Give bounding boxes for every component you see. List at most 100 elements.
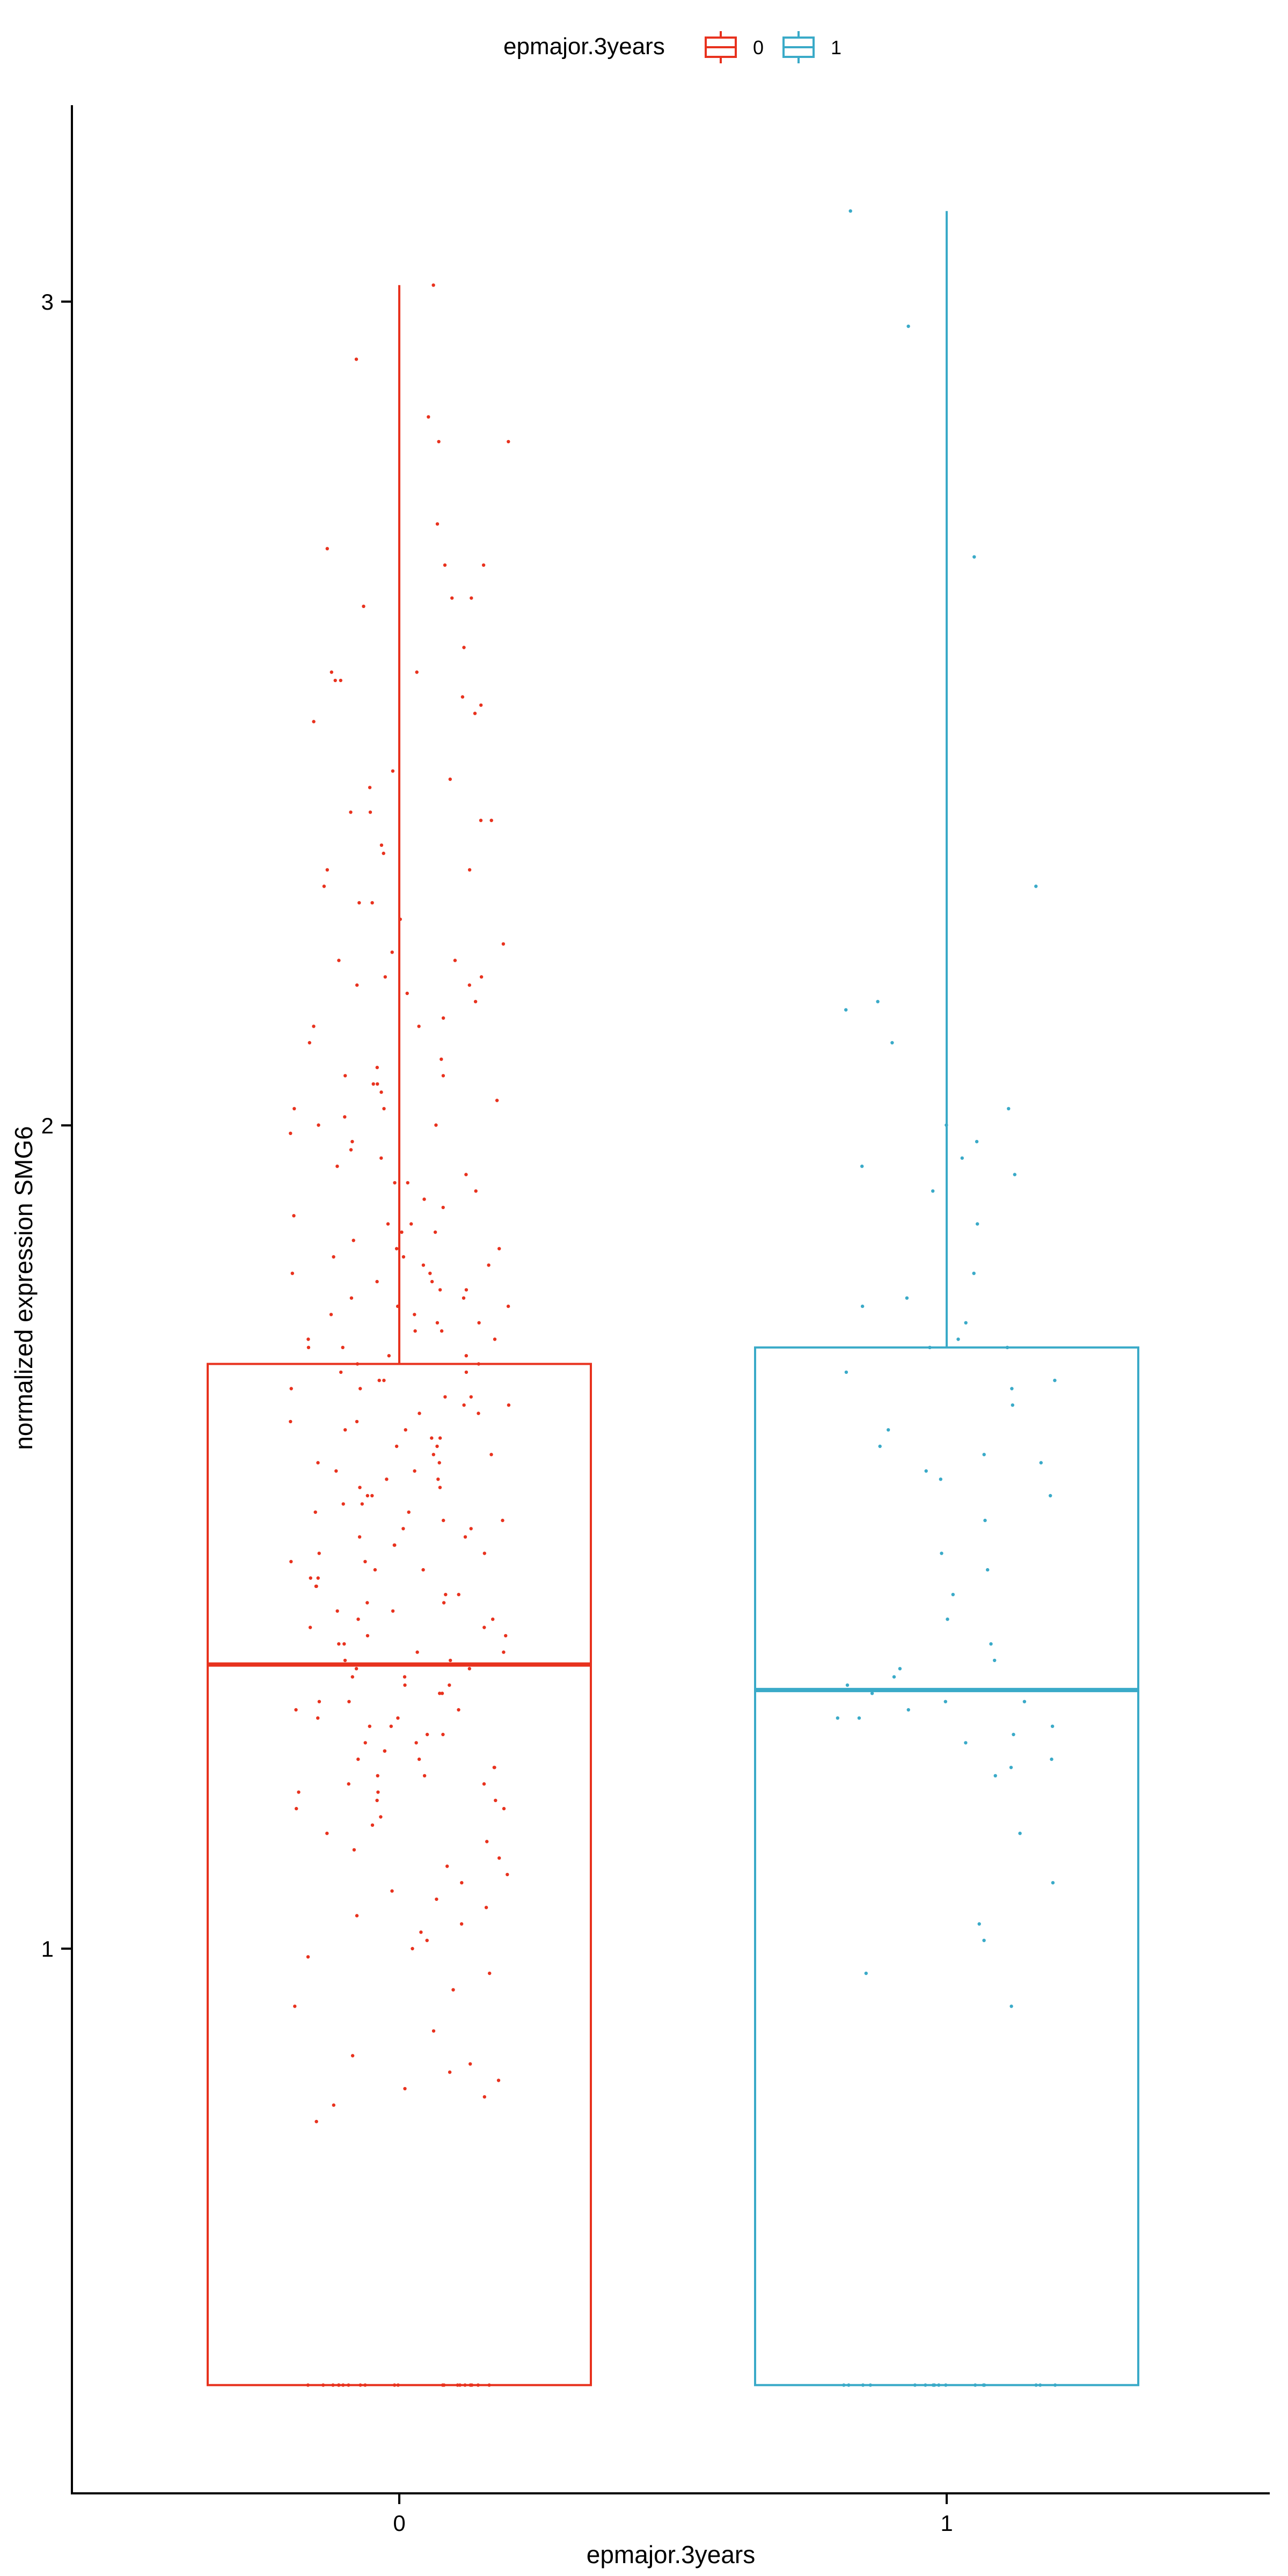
data-point-0-216 [502, 1806, 506, 1811]
data-point-0-141 [370, 1494, 374, 1498]
data-point-0-95 [396, 1304, 400, 1308]
data-point-0-218 [379, 1815, 383, 1819]
data-point-0-201 [363, 1741, 367, 1745]
x-tick-label-0: 0 [393, 2511, 405, 2536]
data-point-1-71 [924, 2383, 927, 2387]
data-point-0-150 [463, 1535, 467, 1539]
data-point-0-209 [376, 1774, 379, 1777]
data-point-0-47 [312, 1024, 316, 1028]
data-point-0-144 [313, 1510, 317, 1514]
data-point-0-256 [442, 2383, 446, 2387]
data-point-0-122 [355, 1419, 359, 1424]
data-point-0-105 [341, 1345, 345, 1349]
data-point-0-12 [462, 646, 466, 649]
data-point-1-15 [972, 1271, 976, 1275]
data-point-1-33 [983, 1518, 987, 1523]
data-point-1-14 [976, 1222, 979, 1226]
data-point-0-204 [417, 1757, 421, 1761]
data-point-0-130 [431, 1453, 435, 1457]
data-point-1-19 [956, 1337, 960, 1341]
data-point-0-29 [382, 851, 385, 855]
data-point-0-140 [365, 1494, 369, 1498]
data-point-0-38 [453, 958, 457, 962]
data-point-1-50 [1012, 1732, 1015, 1737]
data-point-1-44 [1022, 1700, 1027, 1703]
data-point-0-87 [428, 1271, 432, 1275]
data-point-0-154 [317, 1552, 321, 1555]
data-point-0-186 [448, 1683, 451, 1687]
box-group-0 [207, 283, 592, 2387]
points-1 [836, 209, 1057, 2387]
data-point-0-138 [358, 1485, 362, 1489]
data-point-1-26 [887, 1428, 890, 1432]
data-point-0-250 [463, 2383, 467, 2387]
x-tick-label-1: 1 [940, 2511, 953, 2536]
data-point-0-5 [435, 522, 440, 526]
data-point-0-219 [370, 1823, 375, 1827]
data-point-0-185 [402, 1675, 407, 1679]
data-point-0-134 [413, 1469, 416, 1473]
data-point-1-22 [844, 1370, 848, 1374]
data-point-1-58 [982, 1938, 986, 1942]
data-point-0-137 [385, 1477, 389, 1481]
data-point-0-198 [441, 1732, 445, 1737]
data-point-0-89 [375, 1279, 379, 1284]
data-point-0-194 [316, 1716, 320, 1720]
data-point-0-251 [347, 2383, 350, 2387]
data-point-0-83 [401, 1255, 406, 1259]
data-point-0-163 [314, 1584, 318, 1588]
data-point-1-3 [1034, 884, 1038, 888]
data-point-0-231 [459, 1922, 464, 1926]
data-point-0-260 [456, 2383, 459, 2387]
data-point-0-71 [474, 1189, 478, 1193]
data-point-0-44 [405, 991, 409, 996]
data-point-0-76 [386, 1222, 390, 1226]
data-point-0-203 [383, 1749, 386, 1753]
data-point-0-155 [482, 1552, 486, 1555]
data-point-0-238 [293, 2004, 297, 2008]
data-point-0-126 [430, 1436, 434, 1440]
data-point-0-77 [400, 1230, 404, 1234]
data-point-0-15 [339, 678, 342, 683]
data-point-0-116 [443, 1395, 447, 1399]
data-point-1-60 [1009, 2004, 1013, 2008]
data-point-1-70 [1053, 2383, 1057, 2387]
data-point-0-230 [355, 1914, 359, 1918]
data-point-0-107 [464, 1354, 468, 1358]
data-point-0-131 [489, 1453, 493, 1457]
data-point-0-263 [306, 2383, 310, 2387]
data-point-0-64 [350, 1140, 354, 1144]
data-point-0-65 [349, 1148, 353, 1152]
data-point-0-172 [308, 1626, 312, 1629]
axes: 3 2 1 0 1 epmajor.3years normalized expr… [10, 105, 1270, 2568]
data-point-1-40 [898, 1667, 902, 1671]
points-0 [289, 283, 511, 2387]
data-point-0-3 [507, 440, 510, 444]
data-point-0-224 [445, 1864, 449, 1868]
data-point-0-110 [339, 1370, 343, 1374]
data-point-0-189 [438, 1692, 442, 1695]
data-point-1-1 [906, 324, 910, 328]
data-point-1-20 [1005, 1345, 1009, 1349]
data-point-0-33 [357, 901, 361, 905]
data-point-0-229 [484, 1906, 488, 1909]
data-point-0-184 [350, 1675, 354, 1679]
data-point-1-25 [1011, 1403, 1015, 1407]
data-point-0-205 [356, 1757, 360, 1761]
data-point-0-34 [370, 901, 374, 905]
data-point-0-170 [491, 1618, 495, 1621]
data-point-1-17 [860, 1304, 865, 1308]
data-point-0-166 [442, 1601, 446, 1605]
data-point-0-265 [363, 2383, 367, 2387]
data-point-1-18 [964, 1321, 968, 1324]
y-tick-label-1: 1 [41, 1936, 54, 1962]
data-point-1-10 [960, 1156, 964, 1160]
y-tick-label-2: 2 [41, 1113, 54, 1138]
data-point-0-59 [292, 1107, 296, 1110]
data-point-0-247 [314, 2120, 318, 2124]
y-tick-label-3: 3 [41, 289, 54, 314]
data-point-0-8 [443, 563, 447, 567]
data-point-1-64 [1034, 2383, 1038, 2387]
data-point-1-23 [1053, 1379, 1057, 1382]
data-point-0-157 [289, 1560, 293, 1563]
